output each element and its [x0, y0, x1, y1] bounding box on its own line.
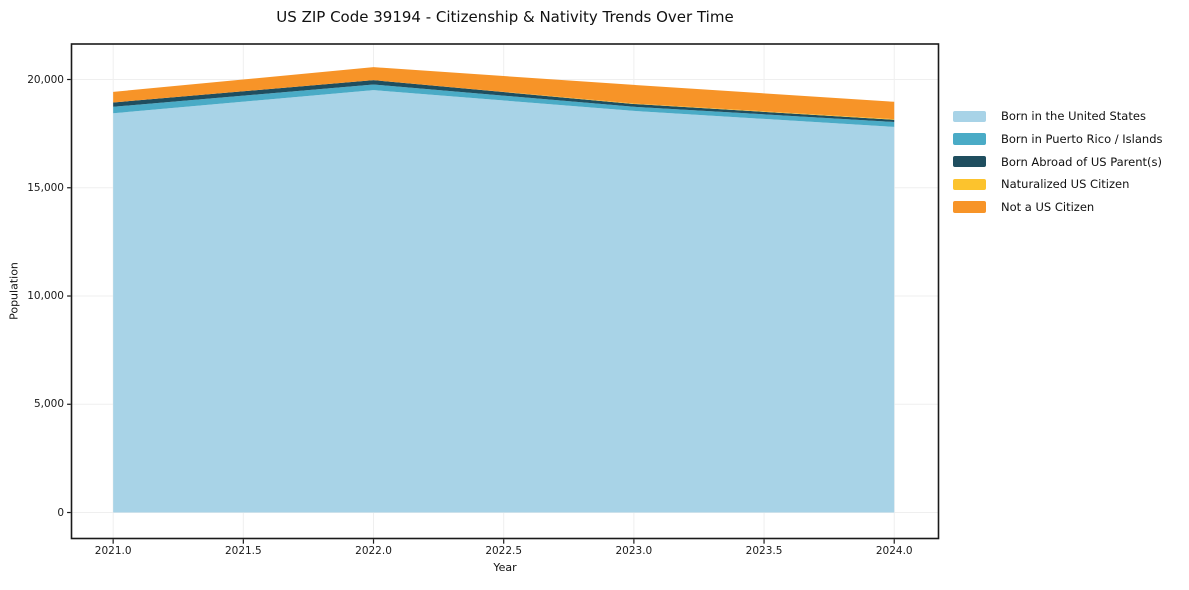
- legend-swatch-icon: [953, 178, 986, 191]
- x-tick-label: 2024.0: [875, 545, 913, 557]
- legend-item-born-in-puerto-rico-islands: Born in Puerto Rico / Islands: [953, 128, 1163, 151]
- legend-swatch-icon: [953, 110, 986, 123]
- x-tick-label: 2023.0: [615, 545, 653, 557]
- x-tick-label: 2021.5: [224, 545, 262, 557]
- legend-label: Not a US Citizen: [1001, 200, 1095, 215]
- x-tick-label: 2023.5: [745, 545, 783, 557]
- x-tick-label: 2022.0: [355, 545, 392, 557]
- x-tick-label: 2021.0: [94, 545, 132, 557]
- y-tick-label: 15,000: [27, 181, 64, 194]
- legend-item-born-abroad-of-us-parent-s: Born Abroad of US Parent(s): [953, 150, 1163, 173]
- legend-swatch-icon: [953, 133, 986, 145]
- legend-swatch-icon: [953, 201, 986, 213]
- x-axis-label: Year: [493, 561, 517, 574]
- legend-item-naturalized-us-citizen: Naturalized US Citizen: [953, 173, 1163, 196]
- legend-item-born-in-the-united-states: Born in the United States: [953, 105, 1163, 128]
- legend-swatch-icon: [953, 155, 986, 168]
- y-tick-label: 10,000: [27, 290, 64, 302]
- y-tick-label: 0: [57, 506, 64, 519]
- y-tick-label: 5,000: [33, 398, 64, 411]
- area-not-a-us-citizen: [113, 67, 895, 120]
- y-tick-label: 20,000: [27, 73, 64, 86]
- axis-spines: [70, 43, 940, 540]
- chart-title: US ZIP Code 39194 - Citizenship & Nativi…: [276, 8, 734, 26]
- legend: Born in the United States Born in Puerto …: [953, 105, 1163, 218]
- x-tick-label: 2022.5: [485, 545, 523, 557]
- legend-label: Born Abroad of US Parent(s): [1001, 154, 1162, 169]
- legend-label: Naturalized US Citizen: [1001, 177, 1130, 192]
- legend-item-not-a-us-citizen: Not a US Citizen: [953, 196, 1163, 219]
- area-born-in-the-united-states: [113, 90, 895, 513]
- legend-label: Born in the United States: [1001, 109, 1146, 124]
- legend-label: Born in Puerto Rico / Islands: [1001, 132, 1163, 147]
- area-born-in-puerto-rico-islands: [113, 84, 895, 127]
